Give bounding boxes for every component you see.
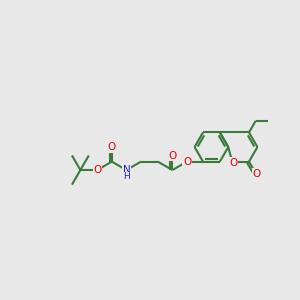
Text: N: N — [122, 165, 130, 175]
Text: O: O — [229, 158, 237, 168]
Text: O: O — [183, 157, 191, 166]
Text: O: O — [93, 165, 101, 175]
Text: H: H — [123, 172, 130, 182]
Text: O: O — [252, 169, 260, 178]
Text: O: O — [168, 151, 176, 161]
Text: O: O — [108, 142, 116, 152]
